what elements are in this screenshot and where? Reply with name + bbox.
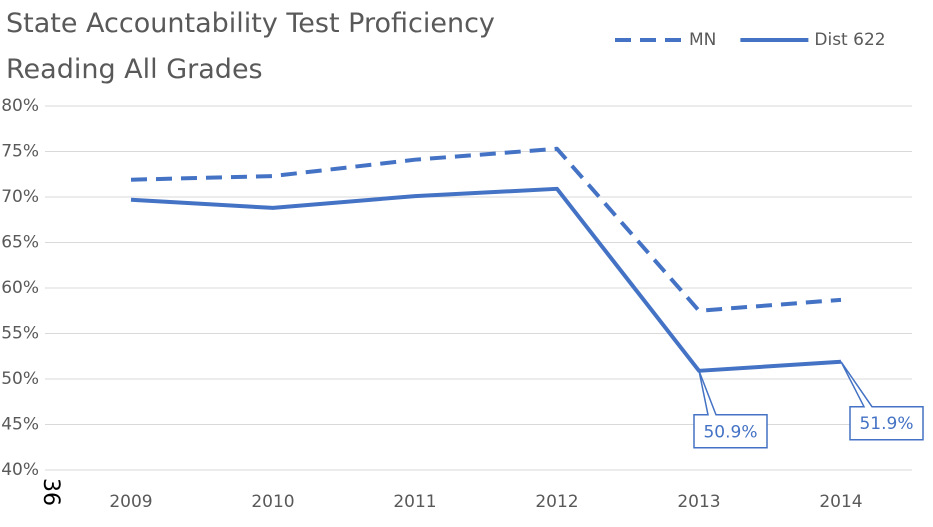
legend-label: Dist 622 <box>814 30 885 50</box>
y-tick-label: 40% <box>1 460 39 480</box>
chart-title: State Accountability Test Proficiency <box>6 8 495 39</box>
x-tick-label: 2014 <box>819 492 862 512</box>
data-label: 50.9% <box>703 422 757 442</box>
y-tick-label: 80% <box>1 96 39 116</box>
y-tick-label: 75% <box>1 142 39 162</box>
callout-box <box>693 370 768 449</box>
y-tick-label: 70% <box>1 187 39 207</box>
y-tick-label: 60% <box>1 278 39 298</box>
legend-label: MN <box>689 30 716 50</box>
x-tick-label: 2013 <box>677 492 720 512</box>
data-label: 51.9% <box>859 414 913 434</box>
x-tick-label: 2011 <box>393 492 436 512</box>
series-line <box>130 146 842 313</box>
series-line <box>130 186 842 373</box>
x-tick-label: 2012 <box>535 492 578 512</box>
y-tick-label: 45% <box>1 415 39 435</box>
y-tick-label: 65% <box>1 233 39 253</box>
x-tick-label: 2010 <box>251 492 294 512</box>
callout-box <box>840 361 924 441</box>
x-tick-label: 2009 <box>109 492 152 512</box>
page-number: 36 <box>38 478 63 506</box>
y-tick-label: 55% <box>1 324 39 344</box>
chart-subtitle: Reading All Grades <box>6 54 263 85</box>
y-tick-label: 50% <box>1 369 39 389</box>
